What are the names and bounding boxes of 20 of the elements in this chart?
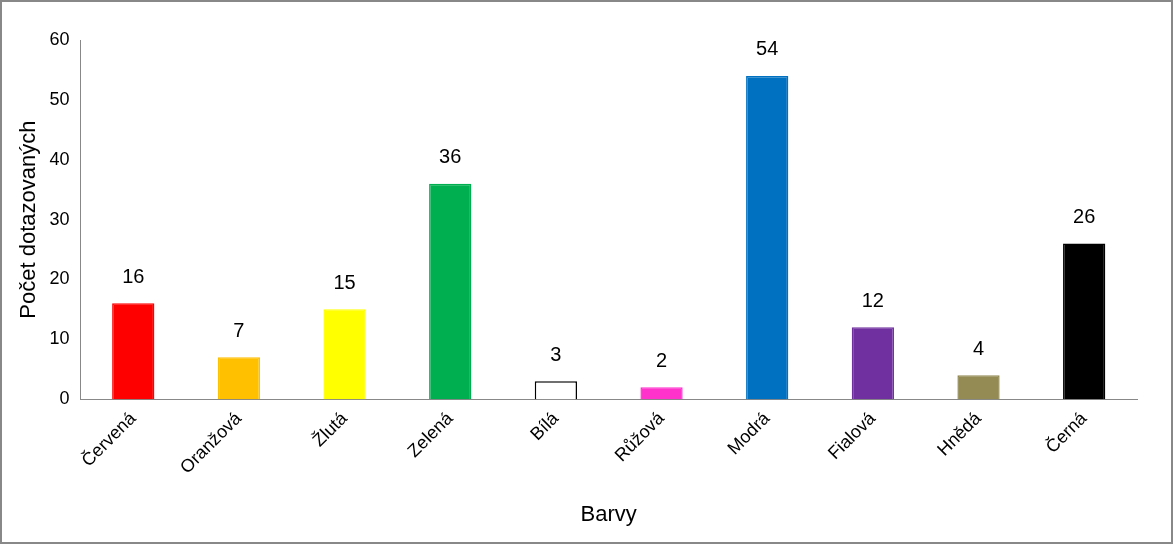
y-tick-label: 40	[49, 148, 70, 169]
data-label: 12	[861, 288, 884, 311]
data-label: 16	[122, 264, 145, 287]
data-label: 15	[333, 270, 356, 293]
x-axis-title: Barvy	[580, 500, 637, 526]
data-label: 36	[439, 145, 462, 168]
y-axis-title: Počet dotazovaných	[15, 120, 41, 319]
data-label: 26	[1073, 205, 1096, 228]
y-tick-label: 20	[49, 268, 70, 289]
y-tick-label: 0	[59, 388, 70, 409]
data-label: 7	[233, 318, 245, 341]
y-tick-label: 60	[49, 28, 70, 49]
data-label: 4	[972, 336, 985, 359]
y-tick-label: 50	[49, 88, 70, 109]
y-tick-label: 10	[49, 328, 70, 349]
y-tick-label: 30	[49, 208, 70, 229]
data-label: 54	[756, 37, 779, 60]
data-label: 3	[550, 342, 562, 365]
data-label: 2	[655, 348, 668, 371]
x-tick-label: Bílá	[526, 407, 563, 445]
